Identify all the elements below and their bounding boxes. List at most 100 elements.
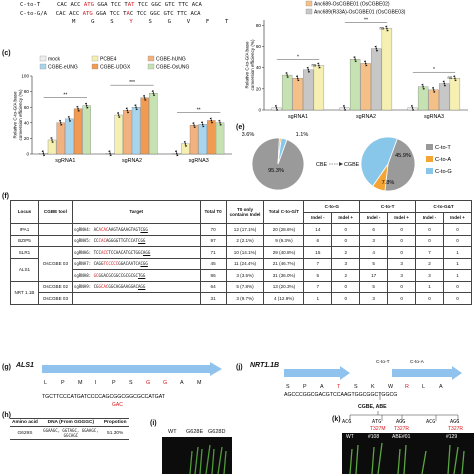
table-cell: 1 — [303, 292, 333, 305]
panel-label-g: (g) — [2, 364, 11, 371]
sequence-c-to-ga: C-to-G/A CAC ACC ATG GGA TCC TAC TCC GGC… — [20, 11, 201, 17]
significance-label: ** — [364, 17, 368, 23]
data-point — [175, 150, 177, 152]
data-point — [60, 124, 63, 126]
data-point — [412, 109, 415, 111]
table-cell: 0 — [387, 280, 417, 293]
data-point — [306, 67, 309, 69]
table-row: OsCGBE 03 31 3 (9.7%) 4 (12.9%) 1 0 3 0 0 0 — [11, 292, 473, 305]
data-point — [52, 141, 54, 143]
th-proportion: Propotion — [101, 418, 129, 427]
significance-label: *** — [129, 80, 135, 86]
data-point — [185, 145, 187, 147]
th-sub: Indel + — [387, 211, 417, 224]
table-cell: 15 — [303, 246, 333, 259]
aa-letter: L — [44, 380, 47, 386]
th-c-to-gt: C-to-G&T — [415, 200, 472, 213]
table-cell: 0 — [415, 223, 444, 236]
data-point — [307, 69, 310, 71]
legend-swatch — [91, 63, 99, 70]
data-point — [202, 125, 205, 128]
bar — [428, 89, 439, 111]
aa-letter: R — [405, 384, 409, 390]
data-point — [59, 120, 61, 122]
arrow-to-label: CGBE — [344, 162, 360, 168]
ns-label: ns — [311, 63, 317, 68]
data-point — [355, 60, 357, 62]
data-point — [183, 141, 186, 143]
table-cell: 4 — [359, 246, 389, 259]
aa-letter: A — [180, 380, 184, 386]
data-point — [454, 79, 457, 81]
th-sub: Indel + — [331, 211, 361, 224]
table-cell: 3 — [387, 269, 417, 282]
data-point — [176, 154, 179, 156]
data-point — [175, 152, 178, 154]
table-cell: 2 — [331, 246, 361, 259]
category-label: sgRNA3 — [424, 114, 444, 120]
table-cell: 20 (28.6%) — [263, 223, 305, 236]
table-cell: 0 — [442, 280, 473, 293]
data-point — [76, 106, 78, 108]
cell-dna: GGAAGC, GGTAGC, GGAAGC, GGCAGC — [39, 426, 102, 440]
data-point — [77, 108, 79, 110]
table-cell: 0 — [331, 223, 361, 236]
th-ctg: Total C-to-G/T — [263, 200, 305, 224]
table-cell: 2 — [415, 257, 444, 270]
data-point — [51, 139, 53, 141]
table-cell: 86 — [199, 269, 227, 282]
dna-row-nrt: AGCCCGGCGACGTCCAAGTGGCGGCTGGCG — [284, 392, 397, 398]
data-point — [422, 85, 424, 88]
table-cell: 31 — [199, 292, 227, 305]
panel-label-e: (e) — [236, 124, 245, 131]
th-indel-only: T0 only contains Indel — [225, 200, 265, 224]
bar — [215, 122, 225, 155]
table-cell: 31 (36.0%) — [263, 269, 305, 282]
data-point — [184, 143, 187, 145]
data-point — [192, 122, 194, 124]
table-cell: 71 — [199, 246, 227, 259]
aa-letter: I — [95, 380, 97, 386]
aa-letter: M — [197, 380, 202, 386]
photo-label-wt: WT — [346, 434, 354, 440]
aa-letter: P — [112, 380, 116, 386]
bar — [313, 65, 325, 111]
table-cell: 7 — [303, 280, 333, 293]
label-c-to-a: C-to-A — [410, 360, 424, 365]
arrow-from-label: CBE — [316, 162, 327, 168]
data-point — [296, 77, 299, 79]
data-point — [85, 104, 88, 107]
cell-proportion: 51.30% — [101, 426, 129, 440]
data-point — [153, 94, 155, 96]
data-point — [296, 75, 298, 77]
table-cell: 6 — [303, 234, 333, 247]
category-label: sgRNA1 — [55, 158, 75, 164]
table-cell: sgRNA6: TCCACCTCCAACATGCTGGCAGG — [71, 246, 201, 259]
data-point — [385, 25, 387, 28]
data-point — [85, 102, 87, 105]
legend-label: CGBE-UDGX — [100, 64, 131, 70]
table-cell: 45 — [199, 257, 227, 270]
sequence-c-to-t: C-to-T CAC ACC ATG GGA TCC TAT TCC GGC G… — [20, 2, 202, 8]
bar — [371, 48, 382, 111]
bar — [207, 120, 216, 155]
ns-label: ns — [447, 75, 453, 80]
aa-letter: S — [286, 384, 290, 390]
table-cell: 6 — [359, 223, 389, 236]
legend-swatch — [147, 63, 155, 70]
panel-label-j: (j) — [236, 364, 243, 371]
table-cell: 0 — [415, 292, 444, 305]
table-cell: 3 — [359, 292, 389, 305]
panel-label-k: (k) — [332, 416, 341, 423]
data-point — [444, 84, 446, 87]
data-point — [365, 64, 368, 67]
table-cell: 0 — [387, 292, 417, 305]
data-point — [297, 79, 300, 81]
gene-diagram-als1: L P M I P S G G A M TGCTTCCCATGATCCCCAGCGGCGGCGCC… — [42, 362, 222, 408]
th-sub: Indel - — [415, 211, 444, 224]
data-point — [210, 119, 213, 122]
table-cell: 70 — [199, 223, 227, 236]
data-point — [432, 87, 434, 89]
